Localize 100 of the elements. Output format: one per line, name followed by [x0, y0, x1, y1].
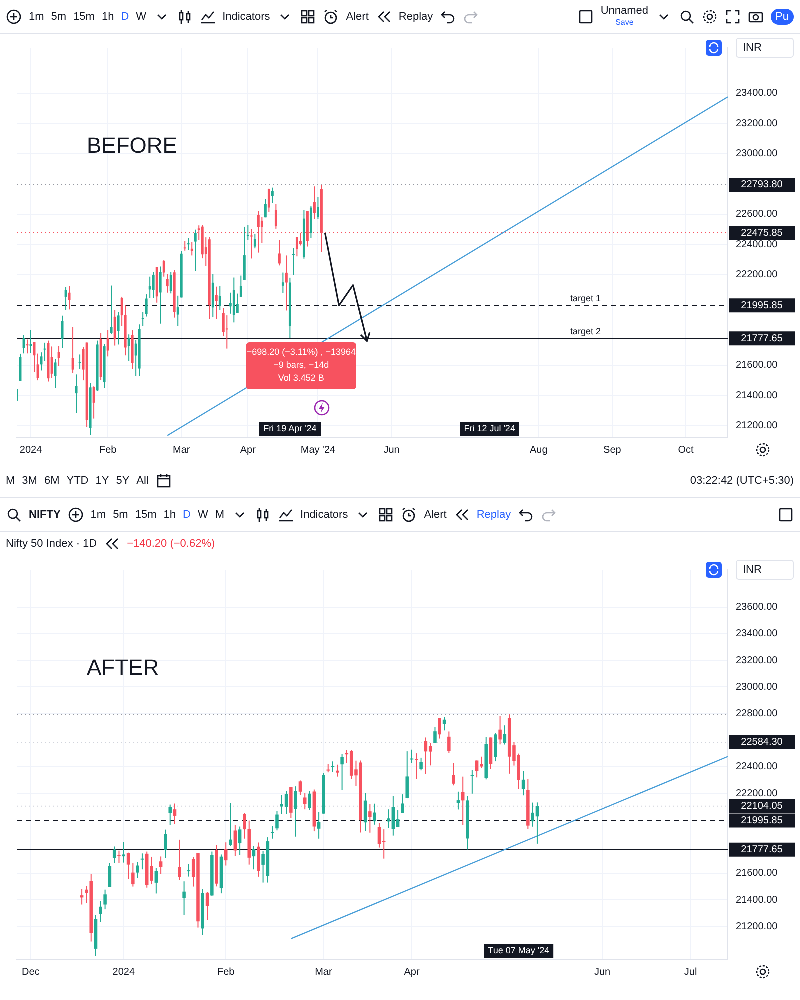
x-tick-label: Jun: [384, 444, 400, 456]
candlestick: [280, 794, 284, 815]
text: Alert: [346, 10, 369, 22]
candlestick: [415, 753, 418, 780]
candlestick: [118, 850, 121, 864]
text: 5m: [51, 10, 67, 22]
candlestick: [382, 829, 386, 860]
y-tick-label: 22600.00: [736, 209, 778, 220]
y-tick-label: 22200.00: [736, 269, 778, 280]
y-tick-label: 23600.00: [736, 602, 778, 614]
candlestick: [148, 276, 152, 299]
x-tick-label: Apr: [404, 966, 420, 978]
candlestick: [170, 272, 172, 294]
text: 1m: [29, 10, 44, 22]
candlestick: [122, 842, 126, 864]
candlestick: [448, 731, 451, 754]
annotation: target 1: [570, 294, 602, 304]
candlestick: [406, 751, 409, 800]
candlestick: [61, 315, 64, 349]
text: BEFORE: [87, 133, 178, 158]
candlestick: [410, 749, 414, 764]
y-tick-label: 23200.00: [736, 655, 778, 666]
text: INR: [736, 38, 794, 58]
candlestick: [68, 286, 71, 310]
y-tick-label: 23000.00: [736, 682, 778, 693]
x-tick-label: Feb: [99, 444, 118, 456]
candlestick: [166, 274, 169, 294]
candlestick: [270, 826, 274, 840]
candlestick: [159, 266, 162, 324]
text: Unnamed: [600, 4, 649, 16]
text: 1h: [164, 508, 176, 520]
annotation: −698.20 (−3.11%) , −13964: [246, 346, 356, 357]
text: Nifty 50 Index · 1D: [6, 538, 98, 550]
candlestick: [470, 770, 474, 794]
y-tick-label: 21200.00: [736, 921, 778, 932]
candlestick: [75, 374, 78, 414]
y-tick-label: 21600.00: [736, 868, 778, 880]
y-tick-label: 23200.00: [736, 118, 778, 130]
candlestick: [240, 275, 242, 298]
candlestick: [152, 272, 155, 299]
text: YTD: [66, 474, 89, 486]
candlestick: [215, 286, 218, 320]
candlestick: [434, 726, 437, 744]
candlestick: [194, 229, 197, 272]
x-tick-label: Apr: [240, 444, 257, 456]
candlestick: [396, 810, 400, 828]
candlestick: [294, 786, 298, 838]
candlestick: [64, 286, 68, 311]
candlestick: [206, 892, 210, 921]
text: Pu: [770, 8, 794, 24]
candlestick: [229, 802, 232, 847]
ref-line-label: 21995.85: [741, 816, 784, 827]
candlestick: [264, 198, 267, 218]
candlestick: [442, 716, 446, 732]
candlestick: [168, 804, 172, 826]
candlestick: [494, 732, 498, 762]
candlestick: [142, 312, 144, 327]
text: 1m: [90, 508, 106, 520]
ref-line-label: 22793.80: [741, 180, 784, 191]
x-tick-label: Mar: [315, 966, 333, 978]
candlestick: [178, 839, 182, 881]
candlestick: [420, 757, 423, 772]
candlestick: [236, 293, 239, 314]
text: M: [6, 474, 16, 486]
candlestick: [378, 822, 382, 848]
candlestick: [108, 862, 112, 888]
text: Save: [616, 16, 634, 28]
candlestick: [184, 240, 186, 252]
candlestick: [164, 829, 168, 859]
candlestick: [292, 248, 295, 276]
ref-line-label: 21777.65: [741, 333, 784, 344]
candlestick: [92, 386, 96, 420]
candlestick: [461, 776, 465, 826]
x-tick-label: Jun: [594, 966, 611, 978]
text: 3M: [22, 474, 38, 486]
text: D: [183, 508, 191, 520]
text: 5Y: [116, 474, 130, 486]
candlestick: [145, 294, 148, 318]
y-tick-label: 22800.00: [736, 708, 778, 720]
candlestick: [234, 824, 238, 857]
candlestick: [373, 803, 376, 826]
y-tick-label: 21400.00: [736, 894, 778, 906]
candlestick: [364, 792, 368, 832]
candlestick: [54, 358, 57, 389]
annotation: Vol 3.452 B: [278, 372, 324, 383]
candlestick: [50, 346, 54, 378]
text: 15m: [135, 508, 157, 520]
candlestick: [128, 334, 130, 362]
candlestick: [99, 900, 102, 923]
candlestick: [190, 242, 194, 256]
text: All: [136, 474, 149, 486]
text: AFTER: [87, 655, 160, 680]
candlestick: [340, 754, 344, 791]
ref-line-label: 22104.05: [741, 801, 784, 812]
candlestick: [187, 238, 190, 251]
candlestick: [246, 224, 250, 241]
candlestick: [268, 188, 270, 213]
candlestick: [456, 791, 460, 810]
x-tick-label: Fri 12 Jul '24: [464, 423, 516, 434]
candlestick: [58, 346, 60, 367]
